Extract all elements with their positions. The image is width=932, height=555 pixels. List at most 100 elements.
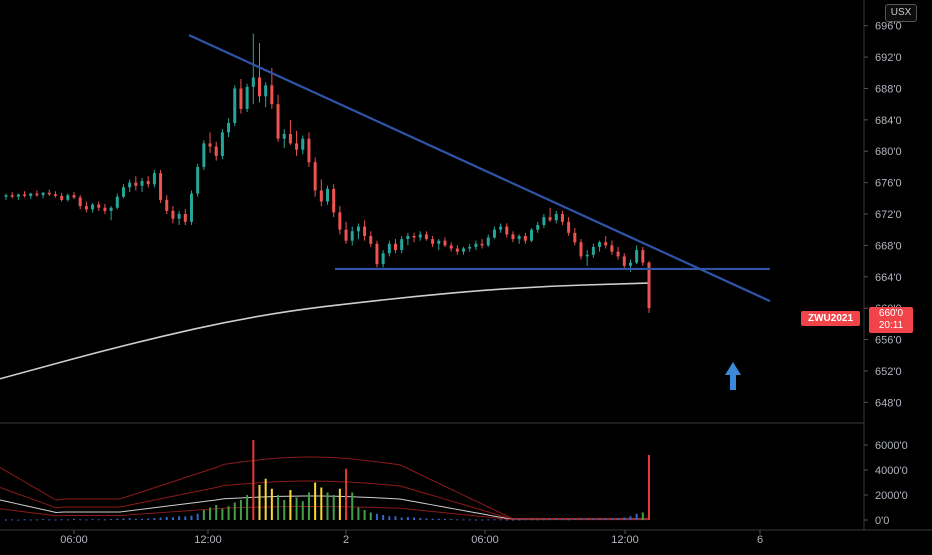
volume-bar — [128, 518, 131, 520]
volume-bar — [579, 518, 582, 520]
volume-bar — [648, 455, 650, 520]
candle-body — [115, 196, 119, 208]
candle-body — [332, 188, 336, 213]
volume-bar — [233, 502, 236, 520]
candle-body — [598, 242, 602, 247]
candle-body — [23, 194, 27, 196]
candle-body — [579, 242, 583, 257]
volume-bar — [487, 519, 490, 521]
volume-bar — [42, 519, 45, 521]
candle-body — [146, 181, 150, 185]
volume-axis-ticks: 6000'0 4000'0 2000'0 0'0 — [864, 440, 908, 527]
volume-bars — [5, 440, 650, 521]
candle-body — [622, 256, 626, 266]
candle-body — [350, 231, 354, 241]
volume-bar — [35, 519, 38, 521]
volume-bar — [29, 519, 32, 521]
volume-bar — [184, 516, 187, 520]
volume-bar — [147, 518, 150, 520]
time-tick-label: 6 — [757, 534, 763, 546]
candle-body — [183, 214, 187, 222]
volume-bar — [542, 519, 545, 521]
volume-bar — [103, 519, 106, 521]
price-tick-label: 668'0 — [875, 240, 902, 252]
volume-bar — [134, 518, 137, 520]
volume-bar — [641, 512, 644, 520]
price-tick-label: 684'0 — [875, 115, 902, 127]
volume-bar — [610, 518, 613, 520]
candle-body — [288, 133, 292, 144]
volume-band-line — [0, 456, 648, 519]
volume-bar — [474, 519, 477, 521]
volume-bar — [598, 518, 601, 520]
candle-body — [418, 234, 422, 238]
candle-body — [530, 229, 534, 241]
candle-body — [196, 166, 200, 194]
volume-bar — [332, 495, 335, 520]
candle-body — [462, 248, 466, 252]
candle-body — [121, 187, 125, 197]
volume-bar — [468, 519, 471, 521]
drawings[interactable] — [188, 34, 771, 303]
volume-bar — [369, 512, 372, 520]
candle-body — [295, 143, 299, 150]
candle-body — [264, 85, 268, 97]
candle-body — [128, 182, 132, 188]
volume-bar — [264, 478, 267, 520]
volume-bar — [246, 495, 249, 520]
candle-body — [536, 224, 540, 230]
price-tick-label: 688'0 — [875, 83, 902, 95]
volume-bar — [549, 519, 552, 521]
time-axis-ticks: 06:00 12:00 2 06:00 12:00 6 — [60, 530, 763, 546]
candle-body — [251, 77, 255, 87]
candle-body — [616, 251, 620, 257]
volume-bar — [202, 510, 205, 520]
candle-body — [66, 195, 70, 200]
currency-badge[interactable]: USX — [885, 4, 917, 22]
volume-bar — [394, 516, 397, 520]
volume-bar — [97, 519, 100, 521]
candle-body — [363, 226, 367, 236]
volume-bar — [511, 519, 514, 521]
candle-body — [560, 214, 564, 222]
volume-bar — [382, 515, 385, 520]
candle-body — [641, 250, 645, 263]
candle-body — [35, 193, 39, 196]
volume-bar — [153, 518, 156, 520]
price-tick-label: 676'0 — [875, 178, 902, 190]
volume-bar — [270, 488, 273, 520]
volume-bar — [85, 519, 88, 521]
candle-body — [511, 234, 515, 240]
volume-bar — [122, 518, 125, 520]
volume-bar — [462, 519, 465, 521]
candle-body — [437, 240, 441, 244]
volume-bar — [295, 497, 298, 520]
volume-bar — [518, 519, 521, 521]
volume-bar — [536, 519, 539, 521]
candle-body — [523, 235, 527, 241]
volume-bar — [437, 518, 440, 520]
up-arrow-icon[interactable] — [725, 362, 741, 390]
candles — [4, 33, 651, 313]
candle-body — [326, 188, 329, 202]
volume-bar — [252, 440, 255, 520]
volume-bar — [573, 519, 576, 520]
candle-body — [202, 143, 206, 167]
volume-bar — [116, 518, 119, 520]
volume-bar — [159, 517, 162, 520]
candle-body — [443, 240, 447, 246]
candle-body — [604, 242, 608, 246]
candle-body — [431, 239, 435, 244]
volume-bar — [5, 519, 7, 521]
candle-body — [548, 217, 552, 221]
volume-bar — [165, 516, 168, 520]
volume-bar — [530, 519, 533, 521]
volume-bar — [629, 516, 632, 520]
volume-bar — [110, 519, 113, 520]
candle-body — [53, 194, 57, 196]
descending-trendline[interactable] — [188, 34, 771, 303]
candle-body — [60, 195, 64, 200]
volume-bar — [307, 492, 310, 520]
